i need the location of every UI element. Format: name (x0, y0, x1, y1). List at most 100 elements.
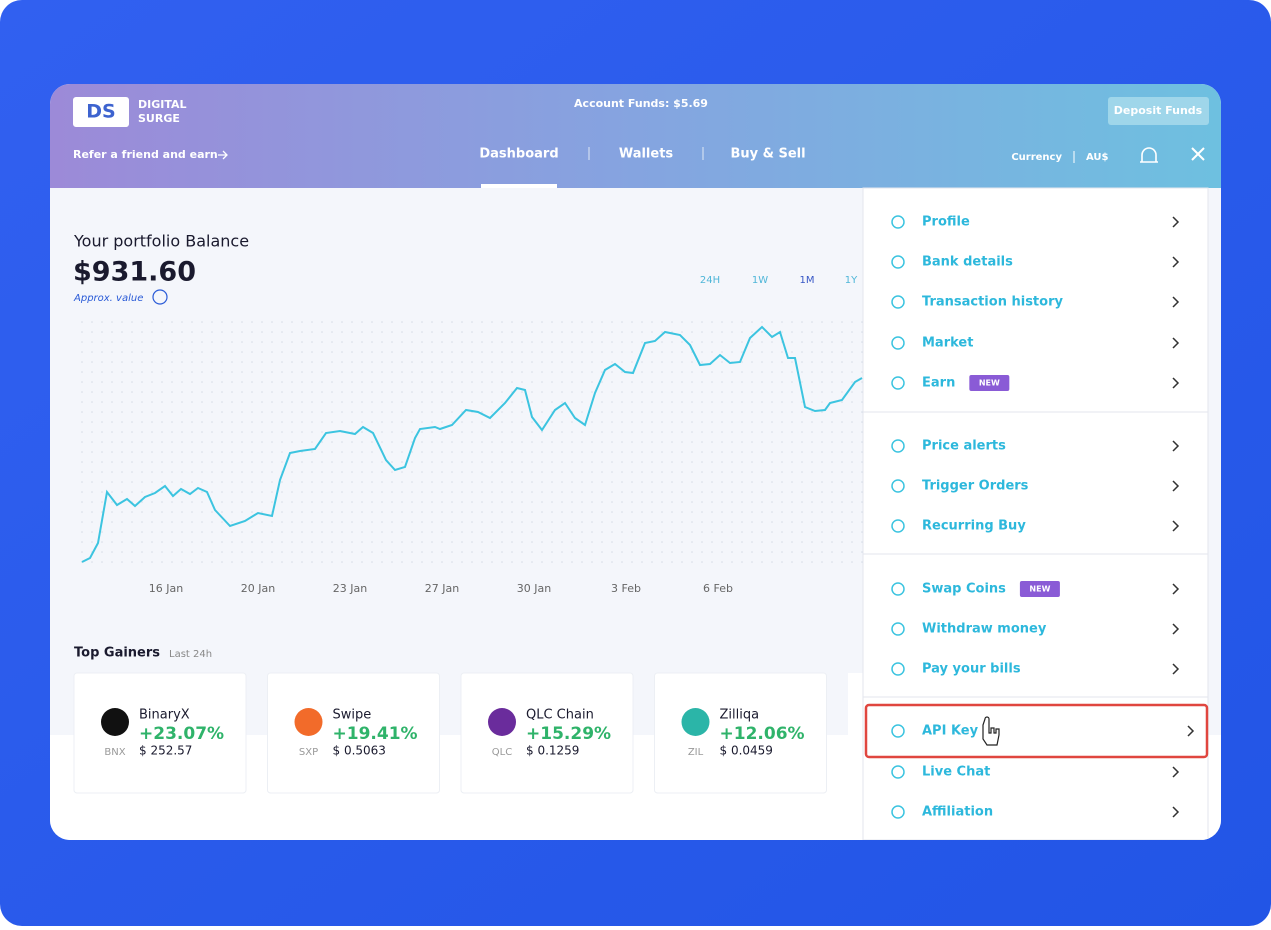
approx: Approx. value (73, 293, 143, 304)
date-label: 3 Feb (611, 582, 641, 595)
menu-icon (891, 376, 905, 390)
arrow-icon (218, 150, 228, 160)
date-label: 30 Jan (517, 582, 551, 595)
menu-icon (891, 255, 905, 269)
menu-icon (891, 622, 905, 636)
logo: DS (86, 101, 115, 123)
bell-icon[interactable] (1140, 147, 1158, 163)
chevron (1172, 296, 1180, 308)
menu-item[interactable]: Market (922, 336, 973, 351)
coin-symbol: QLC (492, 747, 512, 758)
nav-tab: Dashboard (479, 147, 558, 162)
portfolio-line (81, 325, 863, 563)
coin-price: $ 0.5063 (333, 744, 386, 758)
chevron (1172, 337, 1180, 349)
menu-item[interactable]: Swap Coins (922, 582, 1006, 597)
coin-name: Swipe (333, 708, 372, 723)
new-badge-label: NEW (1029, 585, 1050, 594)
logo-box (73, 97, 129, 127)
account-funds: Account Funds: $5.69 (574, 97, 708, 110)
close-icon[interactable] (1191, 147, 1205, 161)
coin-price: $ 0.1259 (526, 744, 579, 758)
nav-underline (481, 184, 557, 188)
menu-item[interactable]: Live Chat (922, 765, 990, 780)
date-label: 23 Jan (333, 582, 367, 595)
highlight-box (864, 703, 1209, 759)
coin-symbol: SXP (299, 747, 318, 758)
header (50, 84, 1221, 188)
gainer-card[interactable] (267, 672, 440, 794)
coin-icon (488, 708, 516, 736)
coin-change: +19.41% (333, 724, 418, 744)
menu-icon (891, 519, 905, 533)
gainer-card[interactable] (654, 672, 827, 794)
range-tab: 1W (752, 275, 768, 286)
chevron (1187, 725, 1195, 737)
coin-symbol: ZIL (688, 747, 704, 758)
coin-icon (101, 708, 129, 736)
coin-price: $ 0.0459 (720, 744, 773, 758)
coin-name: QLC Chain (526, 708, 594, 723)
menu-icon (891, 805, 905, 819)
brand: SURGE (138, 112, 180, 125)
balance: $931.60 (73, 257, 196, 288)
date-label: 20 Jan (241, 582, 275, 595)
new-badge (969, 375, 1010, 391)
menu-item[interactable]: Pay your bills (922, 662, 1021, 677)
menu-item[interactable]: Recurring Buy (922, 519, 1026, 534)
menu-icon (891, 215, 905, 229)
menu-item[interactable]: Price alerts (922, 439, 1006, 454)
coin-name: BinaryX (139, 708, 190, 723)
menu-item[interactable]: Affiliation (922, 805, 993, 820)
dropdown-menu (862, 187, 1209, 840)
menu-item[interactable]: Bank details (922, 255, 1013, 270)
new-badge-label: NEW (979, 379, 1000, 388)
gainer-card[interactable] (460, 672, 634, 794)
menu-item[interactable]: Profile (922, 215, 970, 230)
menu-icon (891, 336, 905, 350)
chevron (1172, 623, 1180, 635)
currency-label: Currency (1011, 152, 1062, 163)
new-badge (1019, 581, 1060, 597)
chevron (1172, 216, 1180, 228)
deposit-button[interactable] (1108, 97, 1209, 125)
coin-icon (294, 708, 323, 736)
currency: AU$ (1086, 152, 1109, 163)
gainers-title: Top Gainers (74, 646, 160, 661)
coin-price: $ 252.57 (139, 744, 192, 758)
menu-icon (891, 765, 905, 779)
date-label: 6 Feb (703, 582, 733, 595)
chart-grid (73, 318, 863, 566)
chevron (1172, 377, 1180, 389)
chevron (1172, 440, 1180, 452)
menu-icon (891, 662, 905, 676)
chevron (1172, 256, 1180, 268)
coin-icon (681, 708, 710, 736)
nav-tab: Wallets (619, 147, 674, 162)
chevron (1172, 663, 1180, 675)
coin-name: Zilliqa (720, 708, 760, 723)
gainer-card[interactable] (73, 672, 247, 794)
gainers-subtitle: Last 24h (169, 649, 212, 660)
range-tab: 24H (700, 275, 720, 286)
menu-item[interactable]: Withdraw money (922, 622, 1047, 637)
menu-icon (891, 439, 905, 453)
chevron (1172, 520, 1180, 532)
deposit-label: Deposit Funds (1114, 104, 1203, 117)
coin-change: +23.07% (139, 724, 224, 744)
menu-item[interactable]: Earn (922, 376, 955, 391)
chevron (1172, 806, 1180, 818)
menu-item[interactable]: Transaction history (922, 295, 1063, 310)
portfolio-title: Your portfolio Balance (73, 232, 249, 251)
menu-item[interactable]: API Key (922, 724, 979, 739)
coin-change: +12.06% (720, 724, 805, 744)
menu-icon (891, 724, 905, 738)
menu-icon (891, 295, 905, 309)
cursor (982, 716, 1000, 746)
menu-item[interactable]: Trigger Orders (922, 479, 1029, 494)
chevron (1172, 480, 1180, 492)
date-label: 16 Jan (149, 582, 183, 595)
chevron (1172, 583, 1180, 595)
menu-icon (891, 479, 905, 493)
